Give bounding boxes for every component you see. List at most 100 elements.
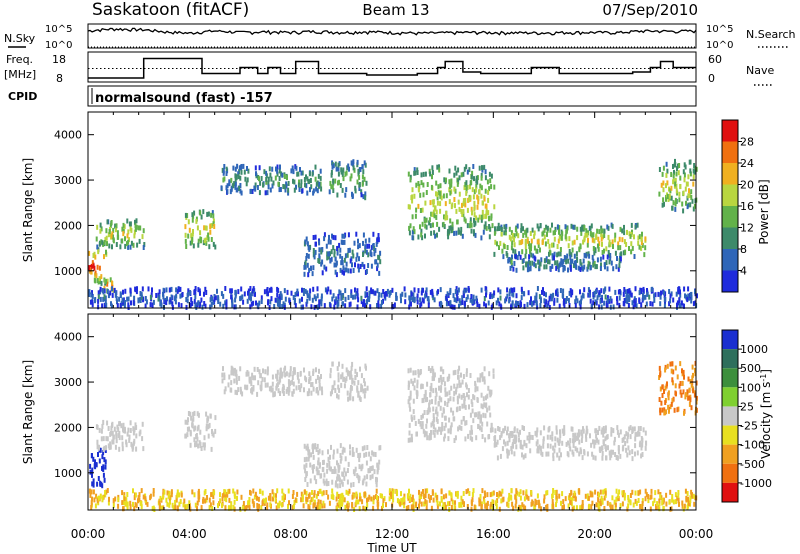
- heat-cell: [629, 434, 632, 440]
- heat-cell: [679, 184, 682, 190]
- heat-cell: [454, 165, 457, 171]
- heat-cell: [365, 286, 368, 292]
- heat-cell: [190, 415, 193, 421]
- heat-cell: [447, 234, 450, 240]
- heat-cell: [460, 372, 462, 378]
- heat-cell: [205, 240, 208, 246]
- heat-cell: [679, 292, 682, 298]
- heat-cell: [631, 449, 634, 455]
- heat-cell: [529, 448, 532, 454]
- heat-cell: [592, 300, 595, 306]
- heat-cell: [666, 168, 669, 174]
- heat-cell: [484, 413, 487, 419]
- heat-cell: [407, 505, 410, 510]
- heat-cell: [224, 505, 227, 511]
- heat-cell: [307, 253, 310, 259]
- heat-cell: [629, 493, 632, 498]
- heat-cell: [194, 294, 197, 300]
- heat-cell: [585, 436, 588, 442]
- heat-cell: [272, 180, 275, 186]
- heat-cell: [482, 496, 485, 502]
- heat-cell: [583, 252, 586, 258]
- heat-cell: [155, 293, 158, 298]
- heat-cell: [102, 464, 105, 470]
- heat-cell: [434, 427, 437, 433]
- heat-cell: [449, 289, 452, 295]
- heat-cell: [282, 184, 285, 189]
- heat-cell: [454, 369, 457, 375]
- heat-cell: [408, 225, 411, 231]
- heat-cell: [568, 493, 571, 499]
- heat-cell: [338, 464, 341, 470]
- heat-cell: [524, 453, 527, 459]
- heat-cell: [237, 171, 240, 177]
- heat-cell: [412, 504, 415, 510]
- heat-cell: [416, 296, 419, 302]
- heat-cell: [318, 299, 321, 305]
- heat-cell: [469, 217, 472, 223]
- heat-cell: [209, 229, 212, 235]
- heat-cell: [662, 505, 665, 511]
- heat-cell: [431, 420, 434, 426]
- heat-cell: [99, 286, 102, 292]
- heat-cell: [366, 292, 369, 298]
- heat-cell: [251, 372, 254, 378]
- heat-cell: [537, 243, 540, 248]
- heat-cell: [111, 439, 114, 445]
- heat-cell: [98, 279, 101, 285]
- heat-cell: [432, 222, 434, 228]
- heat-cell: [291, 391, 294, 397]
- heat-cell: [366, 474, 369, 480]
- heat-cell: [463, 395, 466, 401]
- heat-cell: [370, 252, 373, 258]
- heat-cell: [430, 505, 433, 511]
- heat-cell: [449, 396, 452, 402]
- heat-cell: [100, 436, 103, 442]
- heat-cell: [578, 246, 581, 252]
- heat-cell: [278, 187, 281, 193]
- heat-cell: [487, 300, 490, 306]
- heat-cell: [366, 298, 369, 304]
- heat-cell: [292, 169, 295, 175]
- heat-cell: [323, 503, 326, 509]
- heat-cell: [125, 442, 128, 448]
- heat-cell: [213, 296, 216, 302]
- heat-cell: [422, 192, 425, 198]
- y-tick-label: 3000: [54, 174, 82, 187]
- heat-cell: [222, 366, 224, 372]
- heat-cell: [480, 501, 483, 507]
- heat-cell: [571, 438, 574, 444]
- heat-cell: [212, 500, 215, 506]
- heat-cell: [624, 289, 627, 295]
- heat-cell: [263, 169, 266, 175]
- colorbar-swatch: [722, 406, 738, 426]
- heat-cell: [600, 262, 602, 268]
- heat-cell: [303, 443, 306, 449]
- heat-cell: [187, 411, 190, 416]
- heat-cell: [642, 427, 645, 433]
- heat-cell: [414, 421, 417, 426]
- heat-cell: [111, 430, 114, 436]
- heat-cell: [149, 294, 152, 300]
- heat-cell: [481, 421, 484, 427]
- heat-cell: [358, 395, 361, 401]
- heat-cell: [665, 409, 667, 415]
- heat-cell: [444, 201, 447, 207]
- heat-cell: [341, 172, 344, 177]
- heat-cell: [305, 253, 308, 258]
- heat-cell: [92, 478, 95, 484]
- heat-cell: [200, 446, 203, 451]
- heat-cell: [364, 248, 367, 254]
- heat-cell: [88, 292, 91, 297]
- heat-cell: [543, 234, 546, 240]
- heat-cell: [447, 376, 450, 382]
- heat-cell: [539, 430, 542, 436]
- heat-cell: [184, 419, 187, 425]
- heat-cell: [484, 503, 487, 509]
- heat-cell: [99, 222, 102, 228]
- heat-cell: [142, 446, 145, 452]
- heat-cell: [658, 191, 661, 197]
- heat-cell: [610, 260, 613, 266]
- heat-cell: [483, 196, 486, 202]
- heat-cell: [416, 170, 419, 175]
